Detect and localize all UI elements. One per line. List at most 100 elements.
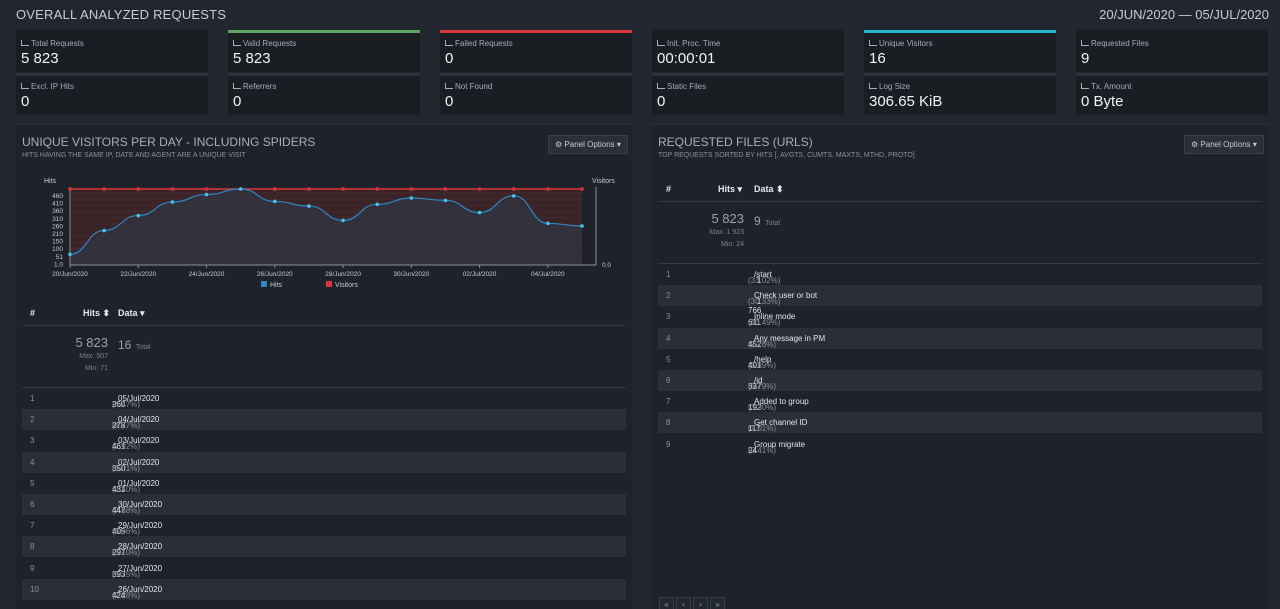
hits-min: Min: 24 (721, 241, 744, 248)
row-hits-value: 260 (112, 400, 126, 409)
table-row[interactable]: 7 405 (6.96%) 29/Jun/2020 (22, 515, 626, 536)
row-hits-value: 393 (112, 569, 126, 579)
table-row[interactable]: 7 192 (3.30%) Added to group (658, 391, 1262, 412)
last-page-button[interactable]: » (710, 597, 725, 609)
row-hits-value: 611 (748, 318, 761, 328)
col-hash: # (30, 308, 36, 318)
row-index: 5 (30, 478, 35, 488)
table-row[interactable]: 9 24 (0.41%) Group migrate (658, 434, 1262, 455)
stat-label: Valid Requests (233, 39, 296, 48)
x-tick-label: 02/Jul/2020 (463, 271, 497, 278)
visitors-point (273, 187, 277, 191)
legend-label-visitors: Visitors (335, 282, 358, 289)
row-index: 6 (666, 376, 671, 385)
row-hits-percent: (7.76%) (748, 339, 777, 349)
row-hits-percent: (2.01%) (748, 424, 777, 434)
first-page-button[interactable]: « (659, 597, 674, 609)
stat-value: 9 (1081, 50, 1090, 67)
bar-chart-icon (1081, 83, 1089, 89)
top-bar: OVERALL ANALYZED REQUESTS 20/JUN/2020 — … (0, 0, 1280, 28)
table-row[interactable]: 2 1 766 (30.33%) Check user or bot (658, 285, 1262, 315)
table-row[interactable]: 4 350 (6.01%) 02/Jul/2020 (22, 451, 626, 473)
hits-point (170, 200, 175, 204)
row-data: Check user or bot (754, 291, 818, 301)
stat-card: Static Files 0 (652, 73, 844, 115)
row-data: 27/Jun/2020 (118, 563, 163, 573)
row-hits-percent: (4.77%) (112, 421, 141, 431)
y-tick-label: 210 (52, 231, 63, 238)
stat-card: Tx. Amount 0 Byte (1076, 73, 1268, 115)
pagination: «‹ ›» (659, 597, 725, 609)
table-row[interactable]: 10 424 (7.28%) 26/Jun/2020 (22, 578, 626, 600)
table-row[interactable]: 8 117 (2.01%) Get channel ID (658, 412, 1262, 434)
y-right-tick-label: 0.0 (602, 262, 611, 269)
table-row[interactable]: 8 297 (5.10%) 28/Jun/2020 (22, 536, 626, 558)
next-page-button[interactable]: › (693, 597, 708, 609)
table-row[interactable]: 2 278 (4.77%) 04/Jul/2020 (22, 409, 626, 431)
col-hits-label: Hits (83, 308, 101, 318)
divider (658, 201, 1262, 202)
col-hits-sort[interactable]: Hits ⬍ (83, 308, 110, 319)
table-row[interactable]: 1 260 (4.47%) 05/Jul/2020 (22, 388, 626, 409)
stat-label: Referrers (233, 82, 276, 91)
table-row[interactable]: 9 393 (6.75%) 27/Jun/2020 (22, 558, 626, 579)
stat-card: Total Requests 5 823 (16, 30, 208, 72)
visitors-point (443, 187, 448, 191)
row-index: 4 (30, 457, 35, 467)
panel-options-label: Panel Options (564, 140, 615, 149)
row-index: 10 (30, 584, 39, 594)
gear-icon: ⚙ (1191, 140, 1199, 149)
table-row[interactable]: 5 431 (7.40%) 01/Jul/2020 (22, 473, 626, 494)
row-data: 03/Jul/2020 (118, 436, 160, 446)
caret-down-icon: ▾ (1252, 140, 1257, 149)
stat-label-text: Referrers (243, 82, 277, 91)
stat-card: Failed Requests 0 (440, 30, 632, 72)
caret-down-icon: ▾ (616, 140, 621, 149)
panel-subtitle: HITS HAVING THE SAME IP, DATE AND AGENT … (22, 152, 246, 159)
col-hits-sort[interactable]: Hits ▾ (718, 184, 742, 195)
row-hits-percent: (3.30%) (748, 403, 777, 413)
stat-label-text: Static Files (667, 82, 707, 91)
table-row[interactable]: 3 611 (10.49%) Inline mode (658, 306, 1262, 327)
hits-area (70, 189, 582, 265)
stat-label: Init. Proc. Time (657, 39, 720, 48)
row-hits-percent: (6.89%) (748, 360, 777, 370)
row-hits-percent: (30.33%) (748, 297, 781, 307)
panel-options-button[interactable]: ⚙ Panel Options ▾ (548, 135, 628, 154)
table-row[interactable]: 6 447 (7.68%) 30/Jun/2020 (22, 494, 626, 515)
stat-label-text: Tx. Amount (1091, 82, 1132, 91)
table-row[interactable]: 4 452 (7.76%) Any message in PM (658, 327, 1262, 349)
table-row[interactable]: 6 337 (5.79%)/id (658, 370, 1262, 391)
table-row[interactable]: 5 401 (6.89%)/help (658, 349, 1262, 370)
row-data: 29/Jun/2020 (118, 521, 163, 531)
stat-card: Unique Visitors 16 (864, 30, 1056, 72)
y-tick-label: 100 (52, 246, 63, 253)
table-row[interactable]: 3 461 (7.92%) 03/Jul/2020 (22, 430, 626, 451)
row-hits-value: 424 (112, 590, 126, 600)
row-data: Any message in PM (754, 333, 826, 343)
hits-point (546, 221, 550, 226)
table-row[interactable]: 11 923 (33.02%)/start (658, 264, 1262, 294)
row-index: 3 (30, 436, 35, 446)
panel-options-button[interactable]: ⚙ Panel Options ▾ (1184, 135, 1264, 154)
stat-card: Log Size 306.65 KiB (864, 73, 1056, 115)
stat-label: Tx. Amount (1081, 82, 1131, 91)
bar-chart-icon (21, 83, 29, 89)
col-data-sort[interactable]: Data ▾ (118, 308, 145, 319)
y-tick-label: 410 (52, 201, 63, 208)
bar-chart-icon (233, 40, 241, 46)
stat-label-text: Init. Proc. Time (667, 39, 721, 48)
row-hits-value: 24 (748, 445, 757, 455)
prev-page-button[interactable]: ‹ (676, 597, 691, 609)
col-data-sort[interactable]: Data ⬍ (754, 184, 784, 195)
hits-point (102, 228, 106, 233)
row-hits-percent: (33.02%) (748, 276, 781, 285)
stat-card: Referrers 0 (228, 73, 420, 115)
requested-files-panel: REQUESTED FILES (URLS) TOP REQUESTS SORT… (652, 124, 1268, 609)
row-hits-percent: (7.92%) (112, 442, 141, 452)
hits-point (341, 218, 345, 223)
visitors-point (375, 187, 380, 191)
legend-label-hits: Hits (270, 282, 283, 289)
divider (22, 325, 626, 326)
y-tick-label: 310 (52, 216, 63, 223)
